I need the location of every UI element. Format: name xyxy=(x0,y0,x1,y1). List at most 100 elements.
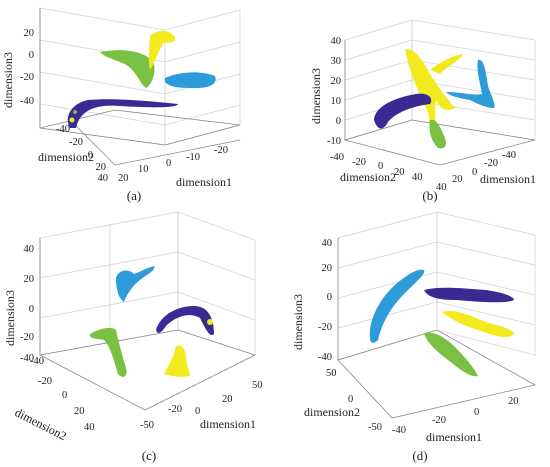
panel-b-y-tick: -40 xyxy=(330,152,344,163)
panel-a-yellow-points xyxy=(69,117,75,123)
panel-b-yellow-stroke xyxy=(430,54,463,74)
panel-b-purple-cluster xyxy=(374,93,432,129)
panel-c-x-label: dimension1 xyxy=(200,417,256,431)
panel-a-grid xyxy=(164,41,241,63)
panel-d-y-label: dimension2 xyxy=(304,405,360,419)
panel-a-x-axis xyxy=(114,139,241,166)
panel-c-z-tick: 0 xyxy=(29,304,34,315)
panel-d-blue-cluster xyxy=(369,269,425,343)
panel-c-green-cluster xyxy=(90,327,127,377)
panel-b-y-tick: 40 xyxy=(412,172,423,183)
panel-c-x-tick: -50 xyxy=(140,420,154,431)
panel-a-z-tick: -40 xyxy=(20,96,34,107)
panel-a-y-tick: -20 xyxy=(69,137,83,148)
panel-d-z-tick: -40 xyxy=(318,352,332,363)
panel-c-x-tick: -20 xyxy=(168,404,182,415)
panel-a-z-tick: 20 xyxy=(24,28,35,39)
panel-a-z-tick: -20 xyxy=(20,72,34,83)
panel-d-y-tick: -50 xyxy=(368,422,382,433)
panel-a-y-label: dimension2 xyxy=(38,150,94,164)
panel-b-y-label: dimension2 xyxy=(340,170,396,184)
panel-b-x-tick: -40 xyxy=(502,150,516,161)
panel-b-z-tick: 10 xyxy=(331,96,342,107)
panel-a-y-tick: 40 xyxy=(98,173,109,184)
panel-d-grid xyxy=(337,241,438,269)
panel-c-y-tick: 40 xyxy=(84,422,95,433)
panel-c-y-tick: -40 xyxy=(30,356,44,367)
panel-d-yellow-cluster xyxy=(442,310,514,337)
panel-a-green-cluster xyxy=(100,50,155,88)
panel-b-x-tick: 0 xyxy=(472,167,477,178)
panel-d-y-tick: 50 xyxy=(326,368,337,379)
panel-c-y-tick: 20 xyxy=(74,406,85,417)
panel-a: 20 0 -20 -40 dimension3 -40 -20 0 20 40 … xyxy=(1,7,241,203)
panel-b-x-tick: 20 xyxy=(452,174,463,185)
panel-d-green-cluster xyxy=(424,332,478,377)
panel-c-z-tick: 20 xyxy=(24,274,35,285)
panel-c: 40 20 0 -20 -40 dimension3 -40 -20 0 20 … xyxy=(3,211,263,463)
panel-b-y-tick: 0 xyxy=(378,161,383,172)
panel-a-grid xyxy=(164,104,241,126)
panel-a-x-tick: -20 xyxy=(214,145,228,156)
panel-c-floor xyxy=(38,329,257,411)
panel-a-purple-cluster xyxy=(67,99,178,128)
panel-a-y-axis xyxy=(69,119,116,166)
panel-a-x-tick: 10 xyxy=(138,164,149,175)
panel-d-grid xyxy=(436,271,536,296)
panel-d: 40 20 0 -20 -40 dimension3 50 0 -50 dime… xyxy=(291,211,537,463)
panel-a-grid xyxy=(39,71,166,95)
panel-a-z-label: dimension3 xyxy=(1,52,15,108)
panel-d-z-tick: -20 xyxy=(318,322,332,333)
panel-b-z-tick: 30 xyxy=(331,56,342,67)
panel-b-x-tick: -20 xyxy=(484,158,498,169)
panel-d-grid xyxy=(436,301,536,326)
panel-d-purple-cluster xyxy=(424,287,514,303)
panel-b-z-label: dimension3 xyxy=(309,68,323,124)
panel-b-grid xyxy=(344,59,413,81)
panel-c-x-tick: 50 xyxy=(252,380,263,391)
panel-b-z-tick: -10 xyxy=(327,136,341,147)
panel-d-x-tick: 0 xyxy=(474,407,479,418)
panel-d-caption: (d) xyxy=(412,448,427,463)
panel-b-floor xyxy=(343,119,536,166)
panel-c-y-tick: -20 xyxy=(38,376,52,387)
panel-a-z-tick: 0 xyxy=(29,50,34,61)
panel-b-grid xyxy=(411,59,536,81)
panel-b-x-tick: 40 xyxy=(436,182,447,193)
panel-c-grid xyxy=(39,291,179,319)
panel-d-z-label: dimension3 xyxy=(291,294,305,350)
panel-b-y-tick: -20 xyxy=(352,157,366,168)
panel-a-x-tick: 20 xyxy=(118,173,129,184)
panel-c-z-tick: 40 xyxy=(24,244,35,255)
panel-d-x-tick: 20 xyxy=(508,396,519,407)
panel-b-yellow-cluster xyxy=(405,49,455,140)
panel-a-caption: (a) xyxy=(127,188,141,203)
panel-d-z-tick: 0 xyxy=(327,292,332,303)
panel-b-x-label: dimension1 xyxy=(480,172,536,186)
panel-d-grid xyxy=(436,241,536,266)
panel-b-green-cluster xyxy=(429,119,446,149)
panel-a-x-tick: -10 xyxy=(186,152,200,163)
panel-a-y-tick: 0 xyxy=(88,150,93,161)
panel-b-y-tick: 20 xyxy=(394,167,405,178)
panel-c-x-tick: 20 xyxy=(222,394,233,405)
panel-c-blue-cluster xyxy=(116,266,155,302)
panel-b-blue-cluster xyxy=(446,59,495,108)
panel-c-yellow-points xyxy=(207,319,213,325)
panel-b-caption: (b) xyxy=(422,188,437,203)
panel-a-yellow-cluster xyxy=(148,30,176,71)
panel-c-grid xyxy=(177,291,256,321)
panel-d-z-tick: 40 xyxy=(322,238,333,249)
panel-a-y-tick: -40 xyxy=(56,124,70,135)
panel-c-yellow-cluster xyxy=(164,345,190,377)
panel-b-grid xyxy=(411,39,536,61)
panel-b-z-tick: 40 xyxy=(331,36,342,47)
panel-c-z-tick: -40 xyxy=(20,353,34,364)
panel-c-caption: (c) xyxy=(142,448,156,463)
panel-c-y-label: dimension2 xyxy=(13,405,69,443)
panel-c-z-label: dimension3 xyxy=(3,290,17,346)
panel-c-purple-cluster xyxy=(156,306,214,336)
panel-d-y-tick: 0 xyxy=(348,394,353,405)
panel-d-back-left-wall xyxy=(337,211,438,361)
